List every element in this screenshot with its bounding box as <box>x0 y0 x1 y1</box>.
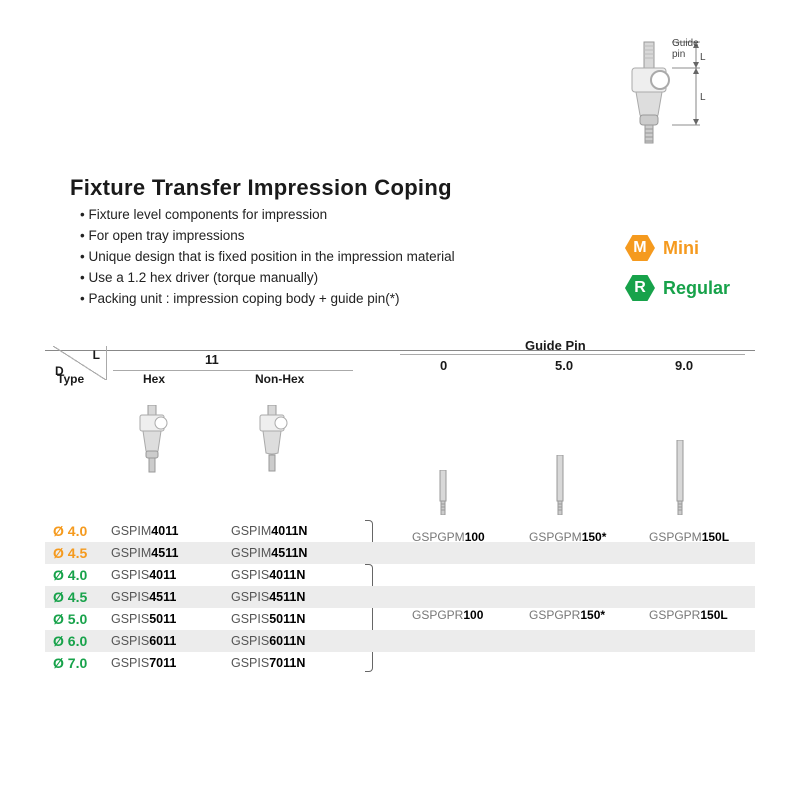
size-badges: M Mini R Regular <box>625 235 730 301</box>
nonhex-device-icon <box>255 405 289 475</box>
page: Guide pin L L Fixture Transfer Impressio… <box>0 0 800 800</box>
feature-item: Use a 1.2 hex driver (torque manually) <box>80 268 455 289</box>
table-row: Ø 4.5GSPIS4511GSPIS4511N <box>45 586 755 608</box>
feature-item: For open tray impressions <box>80 226 455 247</box>
feature-item: Packing unit : impression coping body + … <box>80 289 455 310</box>
hex-code: GSPIS4011 <box>111 568 231 582</box>
table-row: Ø 7.0GSPIS7011GSPIS7011N <box>45 652 755 674</box>
table-row: Ø 6.0GSPIS6011GSPIS6011N <box>45 630 755 652</box>
guidepin-code: GSPGPM100 <box>412 530 485 544</box>
nonhex-code: GSPIS4511N <box>231 590 351 604</box>
guidepin-code: GSPGPM150* <box>529 530 606 544</box>
length-header: 11 <box>205 352 219 367</box>
guidepin-code: GSPGPR150* <box>529 608 605 622</box>
nonhex-code: GSPIS4011N <box>231 568 351 582</box>
nonhex-code: GSPIS5011N <box>231 612 351 626</box>
nonhex-code: GSPIM4011N <box>231 524 351 538</box>
diameter-cell: Ø 4.5 <box>45 545 111 561</box>
nonhex-header: Non-Hex <box>255 372 304 386</box>
guidepin-code: GSPGPM150L <box>649 530 729 544</box>
diameter-cell: Ø 5.0 <box>45 611 111 627</box>
l-label: L <box>93 348 100 362</box>
feature-list: Fixture level components for impression … <box>80 205 455 310</box>
guidepin-icon <box>555 455 565 515</box>
type-header: Type <box>57 372 84 386</box>
nonhex-code: GSPIS6011N <box>231 634 351 648</box>
nonhex-code: GSPIM4511N <box>231 546 351 560</box>
page-title: Fixture Transfer Impression Coping <box>70 175 452 201</box>
gp-col-2: 9.0 <box>675 358 693 373</box>
hex-header: Hex <box>143 372 165 386</box>
gp-col-0: 0 <box>440 358 447 373</box>
hex-code: GSPIM4511 <box>111 546 231 560</box>
badge-label: Mini <box>663 238 699 259</box>
hex-code: GSPIS7011 <box>111 656 231 670</box>
diameter-cell: Ø 4.0 <box>45 567 111 583</box>
device-diagram: Guide pin L L <box>610 40 705 165</box>
guidepin-icon <box>675 440 685 515</box>
guidepin-code: GSPGPR150L <box>649 608 728 622</box>
hex-code: GSPIS4511 <box>111 590 231 604</box>
guidepin-icon <box>438 470 448 515</box>
dim-label-l-bottom: L <box>700 92 706 103</box>
diameter-cell: Ø 6.0 <box>45 633 111 649</box>
guidepin-code: GSPGPR100 <box>412 608 483 622</box>
hex-icon-mini: M <box>625 235 655 261</box>
badge-label: Regular <box>663 278 730 299</box>
guidepin-header: Guide Pin <box>525 338 586 353</box>
diameter-cell: Ø 4.0 <box>45 523 111 539</box>
nonhex-code: GSPIS7011N <box>231 656 351 670</box>
dim-label-l-top: L <box>700 52 706 63</box>
feature-item: Unique design that is fixed position in … <box>80 247 455 268</box>
diameter-cell: Ø 7.0 <box>45 655 111 671</box>
hex-icon-regular: R <box>625 275 655 301</box>
hex-code: GSPIS6011 <box>111 634 231 648</box>
table-row: Ø 4.5GSPIM4511GSPIM4511N <box>45 542 755 564</box>
gp-col-1: 5.0 <box>555 358 573 373</box>
feature-item: Fixture level components for impression <box>80 205 455 226</box>
badge-mini: M Mini <box>625 235 730 261</box>
diameter-cell: Ø 4.5 <box>45 589 111 605</box>
table-row: Ø 4.0GSPIS4011GSPIS4011N <box>45 564 755 586</box>
hex-code: GSPIM4011 <box>111 524 231 538</box>
hex-code: GSPIS5011 <box>111 612 231 626</box>
hex-device-icon <box>135 405 169 475</box>
badge-regular: R Regular <box>625 275 730 301</box>
